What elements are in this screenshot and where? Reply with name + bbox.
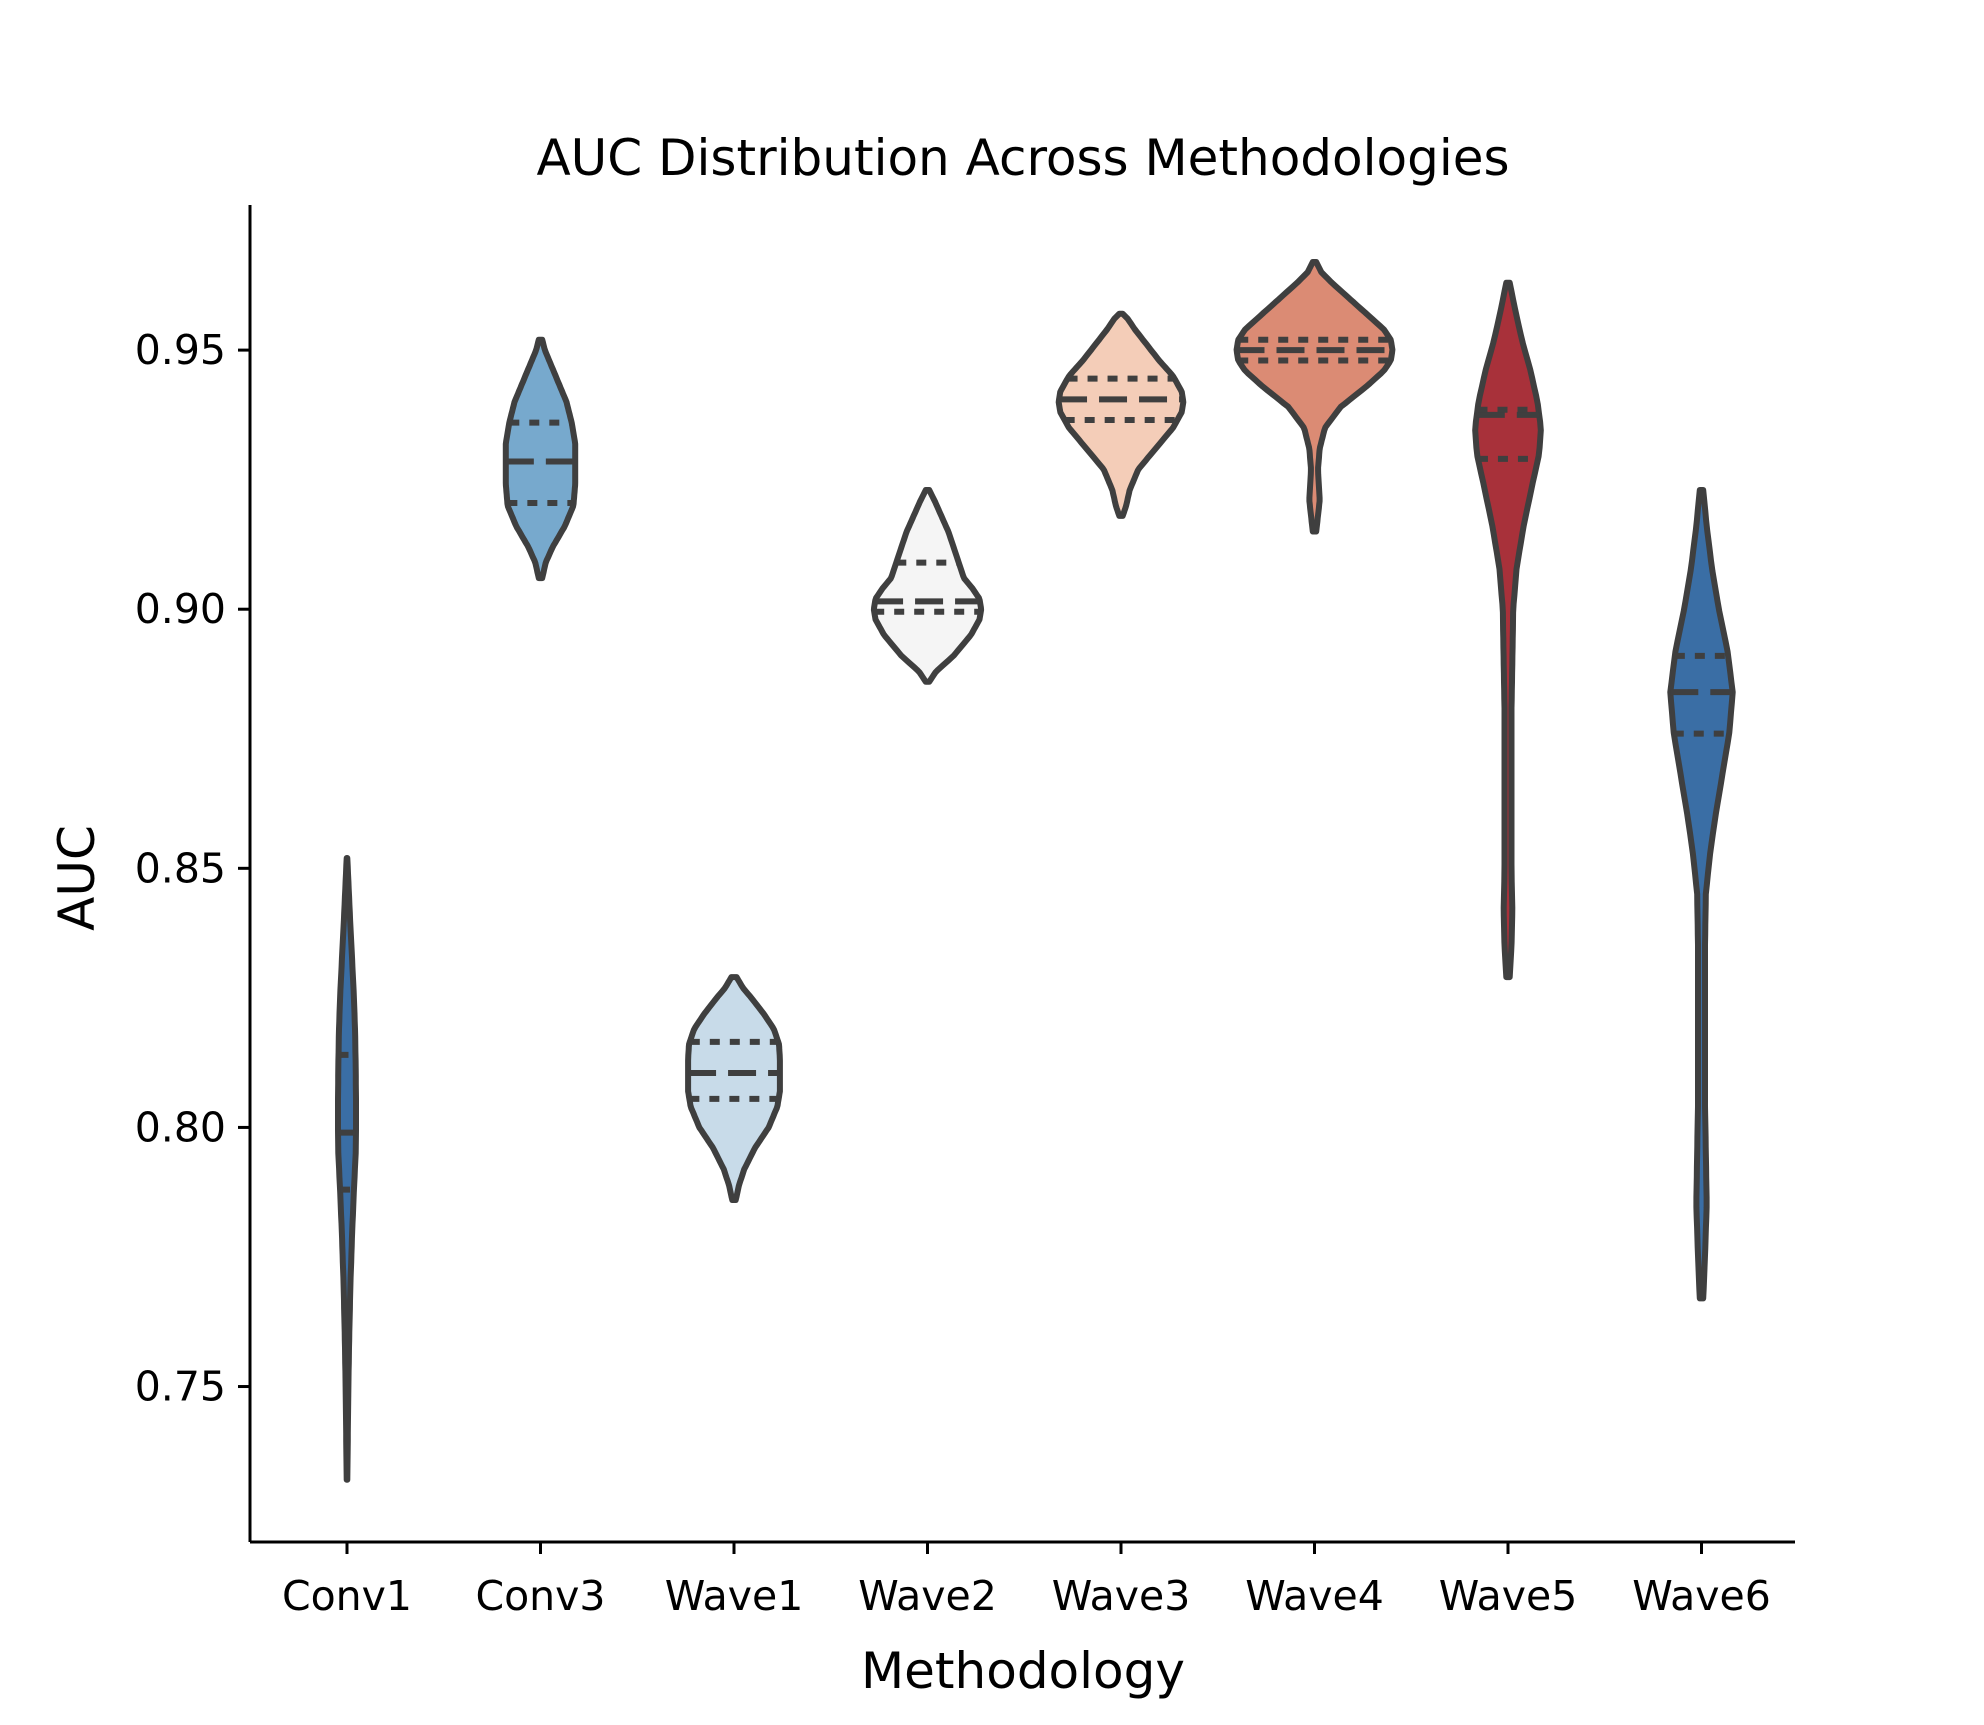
violin-body [502, 336, 579, 582]
violin-wave6 [1667, 487, 1736, 1302]
x-tick-label: Wave1 [665, 1572, 804, 1620]
x-tick-label: Wave6 [1632, 1572, 1771, 1620]
y-tick-label: 0.85 [135, 844, 226, 892]
chart-title: AUC Distribution Across Methodologies [536, 129, 1509, 187]
x-tick-label: Wave3 [1052, 1572, 1191, 1620]
x-tick-label: Wave2 [858, 1572, 997, 1620]
y-tick-label: 0.95 [135, 326, 226, 374]
x-axis-label: Methodology [861, 1642, 1185, 1700]
violin-body [1055, 310, 1187, 519]
violin-wave5 [1472, 279, 1544, 981]
violin-body [1233, 259, 1396, 535]
violin-body [685, 974, 783, 1203]
y-tick-label: 0.80 [135, 1103, 226, 1151]
x-tick-label: Conv3 [475, 1572, 605, 1620]
violin-body [335, 855, 359, 1483]
y-axis-label: AUC [48, 825, 106, 931]
x-tick-label: Conv1 [282, 1572, 412, 1620]
x-tick-label: Wave4 [1245, 1572, 1384, 1620]
x-tick-label: Wave5 [1439, 1572, 1578, 1620]
y-tick-label: 0.75 [135, 1363, 226, 1411]
violin-wave3 [1055, 310, 1187, 519]
violin-body [1472, 279, 1544, 981]
violin-conv3 [502, 336, 579, 582]
axes: 0.75 0.80 0.85 0.90 0.95 Conv1 Conv3 Wave1 Wave2… [135, 205, 1795, 1620]
violin-conv1 [335, 855, 359, 1483]
violin-wave2 [870, 487, 985, 685]
violin-body [870, 487, 985, 685]
y-tick-label: 0.90 [135, 585, 226, 633]
violin-body [1667, 487, 1736, 1302]
violin-wave1 [685, 974, 783, 1203]
violin-wave4 [1233, 259, 1396, 535]
plot-area [335, 259, 1736, 1483]
